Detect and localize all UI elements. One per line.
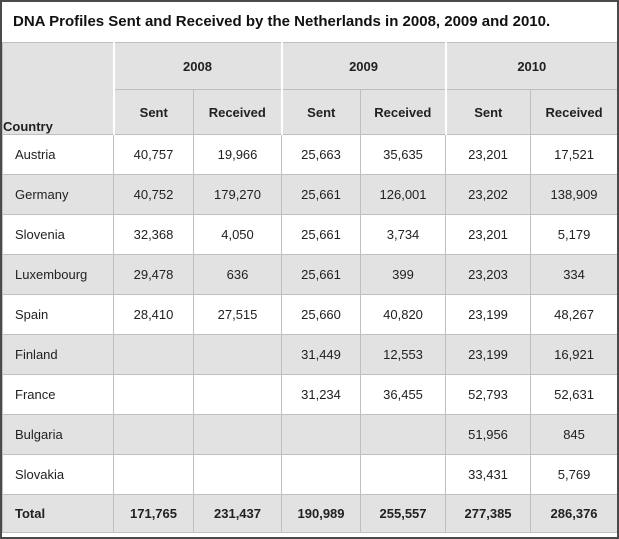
value-cell: 29,478: [113, 254, 194, 295]
value-cell: 12,553: [360, 334, 447, 375]
value-cell: 399: [360, 254, 447, 295]
value-cell: 19,966: [192, 134, 283, 175]
total-cell: 255,557: [360, 494, 447, 533]
value-cell: 25,661: [281, 174, 362, 215]
col-header-sent-2008: Sent: [112, 89, 194, 135]
value-cell: 23,201: [445, 214, 532, 255]
total-label: Total: [2, 494, 114, 533]
table-row-france: France 31,234 36,455 52,793 52,631: [2, 374, 617, 415]
value-cell: [281, 414, 362, 455]
total-cell: 190,989: [281, 494, 362, 533]
table-row-germany: Germany 40,752 179,270 25,661 126,001 23…: [2, 174, 617, 215]
table-row-slovenia: Slovenia 32,368 4,050 25,661 3,734 23,20…: [2, 214, 617, 255]
value-cell: 138,909: [530, 174, 617, 215]
country-cell: Austria: [2, 134, 114, 175]
country-cell: Bulgaria: [2, 414, 114, 455]
year-header-2008: 2008: [112, 42, 283, 90]
table-row-austria: Austria 40,757 19,966 25,663 35,635 23,2…: [2, 134, 617, 175]
value-cell: 52,631: [530, 374, 617, 415]
value-cell: 5,769: [530, 454, 617, 495]
value-cell: 31,449: [281, 334, 362, 375]
value-cell: 31,234: [281, 374, 362, 415]
value-cell: 35,635: [360, 134, 447, 175]
value-cell: 23,202: [445, 174, 532, 215]
value-cell: 52,793: [445, 374, 532, 415]
total-cell: 171,765: [113, 494, 194, 533]
country-cell: France: [2, 374, 114, 415]
year-header-2009: 2009: [280, 42, 447, 90]
value-cell: 126,001: [360, 174, 447, 215]
value-cell: 3,734: [360, 214, 447, 255]
value-cell: 845: [530, 414, 617, 455]
table-title: DNA Profiles Sent and Received by the Ne…: [2, 2, 617, 42]
value-cell: 40,752: [113, 174, 194, 215]
total-cell: 286,376: [530, 494, 617, 533]
value-cell: 40,820: [360, 294, 447, 335]
value-cell: 23,203: [445, 254, 532, 295]
table-row-bulgaria: Bulgaria 51,956 845: [2, 414, 617, 455]
country-cell: Slovenia: [2, 214, 114, 255]
col-header-sent-2010: Sent: [444, 89, 532, 135]
value-cell: 28,410: [113, 294, 194, 335]
value-cell: 27,515: [192, 294, 283, 335]
dna-profiles-table: Country 2008 2009 2010 Sent Received Sen…: [2, 42, 617, 533]
table-row-total: Total 171,765 231,437 190,989 255,557 27…: [2, 494, 617, 533]
value-cell: 23,199: [445, 334, 532, 375]
year-header-2010: 2010: [444, 42, 617, 90]
value-cell: 636: [192, 254, 283, 295]
sent-received-header-row: Sent Received Sent Received Sent Receive…: [3, 89, 617, 135]
value-cell: 36,455: [360, 374, 447, 415]
col-header-sent-2009: Sent: [280, 89, 362, 135]
value-cell: [113, 414, 194, 455]
table-row-spain: Spain 28,410 27,515 25,660 40,820 23,199…: [2, 294, 617, 335]
total-cell: 231,437: [192, 494, 283, 533]
total-cell: 277,385: [445, 494, 532, 533]
value-cell: [192, 334, 283, 375]
year-header-row: Country 2008 2009 2010: [2, 42, 617, 135]
value-cell: 334: [530, 254, 617, 295]
country-cell: Finland: [2, 334, 114, 375]
col-header-received-2009: Received: [360, 89, 447, 135]
value-cell: [113, 374, 194, 415]
value-cell: [360, 454, 447, 495]
value-cell: 23,199: [445, 294, 532, 335]
country-column-header: Country: [2, 42, 114, 135]
value-cell: [281, 454, 362, 495]
country-cell: Luxembourg: [2, 254, 114, 295]
value-cell: 48,267: [530, 294, 617, 335]
value-cell: 23,201: [445, 134, 532, 175]
table-row-finland: Finland 31,449 12,553 23,199 16,921: [2, 334, 617, 375]
value-cell: 4,050: [192, 214, 283, 255]
value-cell: 5,179: [530, 214, 617, 255]
value-cell: 179,270: [192, 174, 283, 215]
value-cell: 16,921: [530, 334, 617, 375]
value-cell: 51,956: [445, 414, 532, 455]
table-row-luxembourg: Luxembourg 29,478 636 25,661 399 23,203 …: [2, 254, 617, 295]
value-cell: [192, 454, 283, 495]
value-cell: 17,521: [530, 134, 617, 175]
value-cell: 25,661: [281, 254, 362, 295]
value-cell: 25,661: [281, 214, 362, 255]
col-header-received-2008: Received: [192, 89, 283, 135]
table-row-slovakia: Slovakia 33,431 5,769: [2, 454, 617, 495]
country-cell: Spain: [2, 294, 114, 335]
value-cell: 33,431: [445, 454, 532, 495]
value-cell: [192, 414, 283, 455]
value-cell: 40,757: [113, 134, 194, 175]
country-cell: Germany: [2, 174, 114, 215]
value-cell: 32,368: [113, 214, 194, 255]
country-cell: Slovakia: [2, 454, 114, 495]
value-cell: [192, 374, 283, 415]
col-header-received-2010: Received: [530, 89, 617, 135]
value-cell: [113, 334, 194, 375]
value-cell: [360, 414, 447, 455]
value-cell: 25,663: [281, 134, 362, 175]
value-cell: [113, 454, 194, 495]
value-cell: 25,660: [281, 294, 362, 335]
